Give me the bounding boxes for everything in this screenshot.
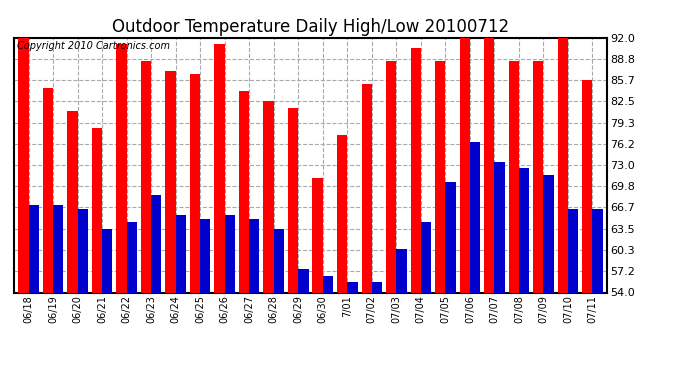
- Bar: [558, 38, 568, 292]
- Bar: [519, 168, 529, 292]
- Bar: [102, 229, 112, 292]
- Bar: [495, 162, 504, 292]
- Bar: [18, 38, 28, 292]
- Bar: [43, 88, 53, 292]
- Bar: [67, 111, 77, 292]
- Text: Copyright 2010 Cartronics.com: Copyright 2010 Cartronics.com: [17, 41, 170, 51]
- Bar: [544, 175, 554, 292]
- Bar: [249, 219, 259, 292]
- Bar: [460, 38, 470, 292]
- Bar: [264, 101, 274, 292]
- Bar: [593, 209, 603, 292]
- Bar: [337, 135, 347, 292]
- Bar: [509, 61, 519, 292]
- Bar: [239, 91, 249, 292]
- Bar: [372, 282, 382, 292]
- Bar: [288, 108, 298, 292]
- Bar: [533, 61, 544, 292]
- Bar: [274, 229, 284, 292]
- Bar: [141, 61, 151, 292]
- Bar: [386, 61, 396, 292]
- Bar: [190, 74, 200, 292]
- Bar: [484, 38, 495, 292]
- Bar: [421, 222, 431, 292]
- Bar: [396, 249, 406, 292]
- Bar: [53, 205, 63, 292]
- Bar: [166, 71, 176, 292]
- Bar: [92, 128, 102, 292]
- Bar: [28, 205, 39, 292]
- Bar: [117, 44, 126, 292]
- Bar: [582, 80, 593, 292]
- Bar: [313, 178, 323, 292]
- Bar: [362, 84, 372, 292]
- Bar: [411, 48, 421, 292]
- Bar: [77, 209, 88, 292]
- Bar: [151, 195, 161, 292]
- Bar: [568, 209, 578, 292]
- Bar: [225, 215, 235, 292]
- Bar: [347, 282, 357, 292]
- Bar: [215, 44, 225, 292]
- Bar: [445, 182, 455, 292]
- Title: Outdoor Temperature Daily High/Low 20100712: Outdoor Temperature Daily High/Low 20100…: [112, 18, 509, 36]
- Bar: [298, 269, 308, 292]
- Bar: [176, 215, 186, 292]
- Bar: [200, 219, 210, 292]
- Bar: [323, 276, 333, 292]
- Bar: [435, 61, 445, 292]
- Bar: [126, 222, 137, 292]
- Bar: [470, 141, 480, 292]
